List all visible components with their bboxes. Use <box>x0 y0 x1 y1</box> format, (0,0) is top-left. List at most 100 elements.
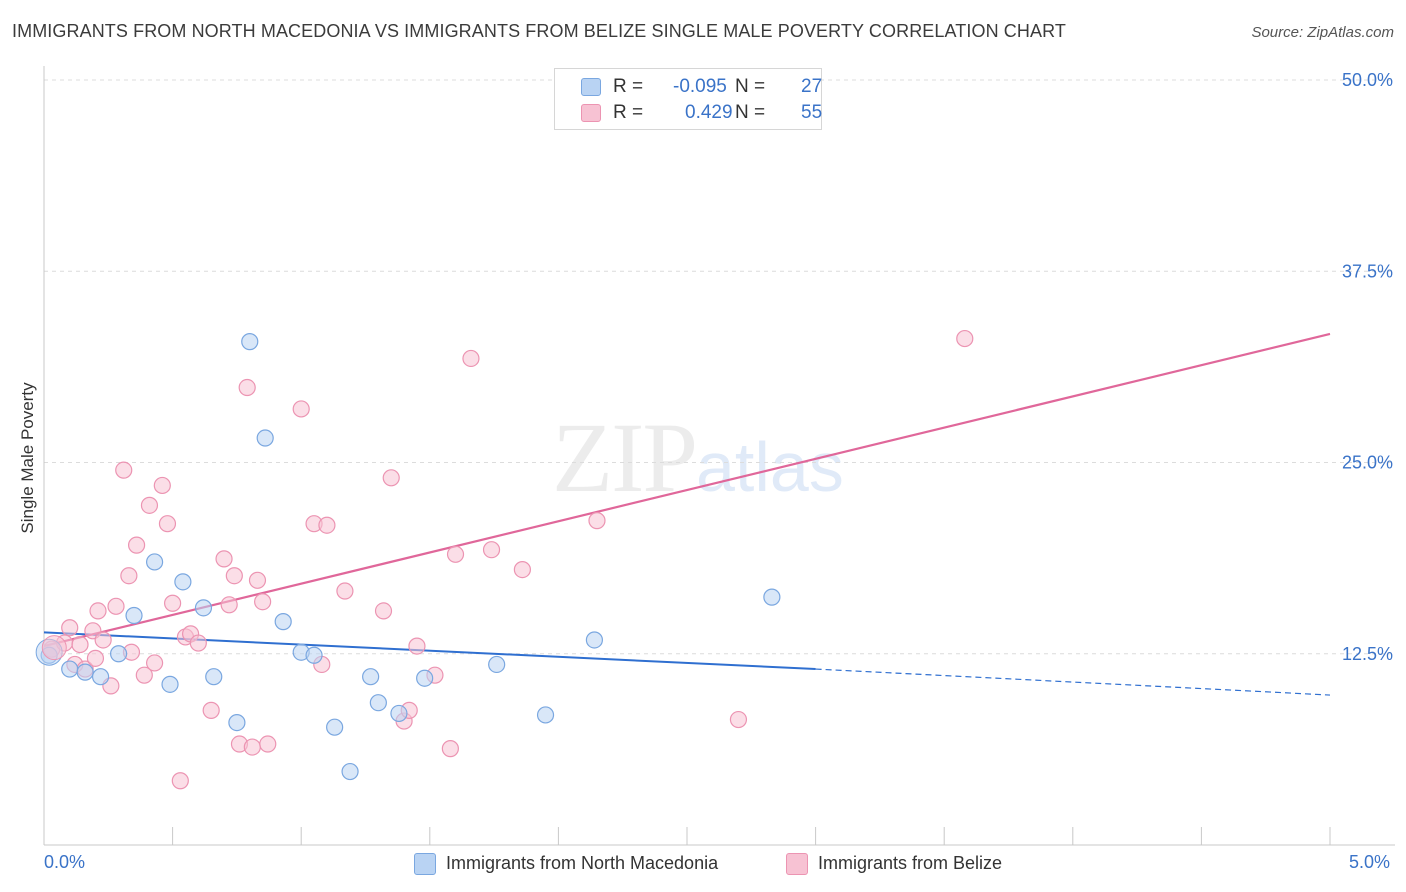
macedonia-point <box>228 713 246 732</box>
belize-point <box>462 349 480 368</box>
macedonia-point <box>194 599 213 617</box>
belize-point <box>164 594 182 612</box>
belize-point <box>259 735 277 753</box>
belize-point <box>243 738 261 756</box>
legend-r-label: R = <box>613 76 644 97</box>
macedonia-point <box>76 663 94 681</box>
macedonia-point <box>125 606 143 625</box>
macedonia-point <box>390 704 408 723</box>
belize-point <box>238 378 256 397</box>
belize-point <box>220 596 238 614</box>
belize-point <box>140 496 159 514</box>
macedonia-n-value: 27 <box>801 76 823 97</box>
belize-point <box>225 567 243 585</box>
bottom-legend-macedonia-label: Immigrants from North Macedonia <box>446 853 719 873</box>
belize-point <box>318 516 336 534</box>
belize-point <box>158 515 177 533</box>
correlation-legend: R = -0.095 N = 27 R = 0.429 N = 55 <box>554 68 822 130</box>
belize-trend-line <box>43 332 1331 648</box>
belize-r-value: 0.429 <box>685 102 733 123</box>
belize-point <box>382 469 400 487</box>
belize-point <box>115 461 133 479</box>
macedonia-point <box>341 762 359 781</box>
belize-point <box>120 567 138 585</box>
macedonia-trend-extension <box>815 668 1331 696</box>
belize-point <box>135 666 153 684</box>
macedonia-trend-line <box>43 631 816 671</box>
belize-point <box>408 637 426 655</box>
belize-point <box>215 550 233 568</box>
macedonia-point <box>274 613 292 631</box>
belize-point <box>374 602 393 620</box>
y-tick-label: 25.0% <box>1342 453 1393 473</box>
macedonia-point <box>91 668 110 686</box>
belize-point <box>107 597 125 615</box>
belize-point <box>71 635 89 654</box>
belize-point <box>248 571 267 589</box>
macedonia-point <box>174 573 192 591</box>
data-points <box>35 329 974 790</box>
belize-point <box>153 476 171 495</box>
legend-n-label: N = <box>735 76 766 97</box>
x-tick-label-max: 5.0% <box>1349 852 1391 872</box>
macedonia-point <box>305 646 323 664</box>
macedonia-point <box>585 631 604 649</box>
belize-point <box>189 634 207 652</box>
belize-point <box>441 740 459 758</box>
bottom-legend-belize-label: Immigrants from Belize <box>818 853 1003 873</box>
watermark-zip: ZIP <box>552 402 698 513</box>
belize-point <box>202 701 220 719</box>
y-tick-label: 12.5% <box>1342 644 1393 664</box>
macedonia-point <box>488 655 506 674</box>
belize-point <box>145 654 164 672</box>
watermark-atlas: atlas <box>696 428 844 506</box>
belize-swatch <box>581 104 601 122</box>
macedonia-point <box>536 706 555 724</box>
macedonia-point <box>416 669 434 687</box>
macedonia-point <box>109 645 128 663</box>
belize-point <box>513 560 531 579</box>
belize-cluster-point <box>41 635 67 661</box>
belize-point <box>171 772 189 790</box>
belize-n-value: 55 <box>801 102 823 123</box>
macedonia-point <box>763 588 781 606</box>
belize-point <box>446 545 465 563</box>
y-tick-label: 37.5% <box>1342 261 1393 281</box>
belize-point <box>61 619 79 637</box>
belize-point <box>292 400 310 418</box>
belize-point <box>482 541 501 559</box>
belize-swatch <box>786 853 808 875</box>
macedonia-swatch <box>581 78 601 96</box>
x-tick-label-min: 0.0% <box>44 852 86 872</box>
belize-point <box>956 329 974 348</box>
belize-point <box>336 582 354 600</box>
belize-point <box>729 710 748 729</box>
belize-point <box>588 512 606 530</box>
macedonia-point <box>362 668 380 686</box>
belize-point <box>86 649 105 667</box>
axes <box>43 66 1395 846</box>
belize-point <box>89 602 107 620</box>
macedonia-point <box>256 429 274 447</box>
chart-title: IMMIGRANTS FROM NORTH MACEDONIA VS IMMIG… <box>12 21 1066 41</box>
macedonia-point <box>205 668 223 686</box>
legend-r-label: R = <box>613 102 644 123</box>
macedonia-point <box>326 718 344 736</box>
belize-point <box>94 631 112 649</box>
belize-point <box>254 593 272 611</box>
macedonia-point <box>161 675 179 693</box>
y-tick-label: 50.0% <box>1342 70 1393 90</box>
macedonia-point <box>241 333 259 351</box>
y-tick-labels: 12.5% 25.0% 37.5% 50.0% <box>1342 70 1393 664</box>
source-label: Source: ZipAtlas.com <box>1251 24 1394 41</box>
legend-n-label: N = <box>735 102 766 123</box>
macedonia-point <box>369 694 387 712</box>
trend-lines <box>43 332 1331 696</box>
macedonia-point <box>61 660 79 678</box>
y-axis-title: Single Male Poverty <box>18 382 37 534</box>
macedonia-r-value: -0.095 <box>673 76 727 97</box>
macedonia-swatch <box>414 853 436 875</box>
watermark: ZIPatlas <box>552 400 844 515</box>
belize-point <box>127 536 146 554</box>
